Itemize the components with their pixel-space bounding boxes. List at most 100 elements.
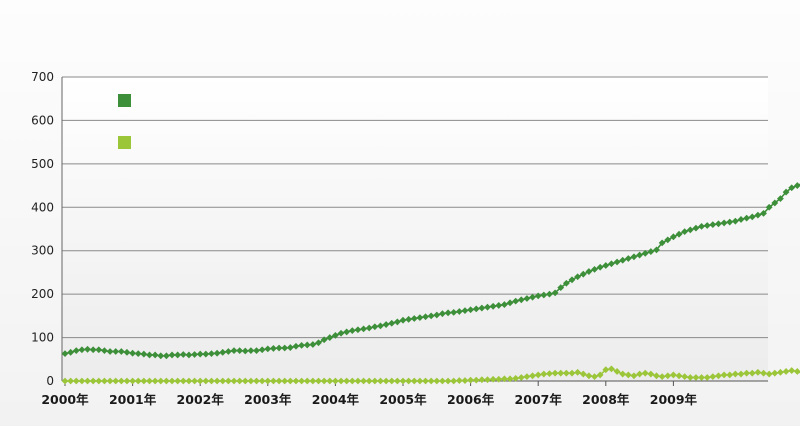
- data-point: [461, 377, 469, 384]
- data-point: [540, 370, 548, 378]
- data-point: [140, 350, 148, 358]
- data-point: [230, 377, 238, 385]
- plot-area: [62, 77, 768, 381]
- data-point: [377, 377, 384, 385]
- data-point: [777, 195, 784, 202]
- data-point: [636, 251, 643, 259]
- data-point: [444, 377, 452, 385]
- data-point: [546, 370, 553, 378]
- data-point: [146, 377, 153, 385]
- data-point: [399, 316, 407, 324]
- data-point: [478, 304, 486, 312]
- data-point: [202, 377, 210, 385]
- data-point: [720, 371, 728, 379]
- data-point: [439, 310, 446, 318]
- data-point: [422, 377, 429, 385]
- data-point: [196, 350, 204, 358]
- y-tick-label: 0: [46, 374, 54, 388]
- data-point: [664, 236, 672, 244]
- data-point: [163, 377, 170, 385]
- data-point: [309, 377, 317, 385]
- data-point: [174, 351, 182, 359]
- data-point: [675, 372, 683, 380]
- x-axis-ticks: 2000年 2001年 2002年 2003年 2004年 2005年 2006年 2007年…: [41, 381, 698, 407]
- data-point: [174, 377, 182, 385]
- data-point: [393, 318, 401, 326]
- data-point: [692, 374, 700, 381]
- data-point: [168, 351, 176, 359]
- data-point: [213, 377, 221, 385]
- data-point: [748, 369, 756, 377]
- data-point: [117, 377, 125, 385]
- data-point: [501, 375, 508, 383]
- data-point: [185, 351, 193, 359]
- data-point: [715, 220, 722, 228]
- data-point: [450, 377, 458, 385]
- data-point: [641, 249, 649, 257]
- data-point: [546, 290, 553, 298]
- data-point: [241, 347, 249, 355]
- data-point: [686, 374, 694, 381]
- data-point: [292, 342, 300, 350]
- data-point: [101, 347, 108, 354]
- data-point: [624, 371, 632, 379]
- data-point: [523, 373, 531, 381]
- x-tick-label: 2006年: [447, 392, 495, 407]
- data-point: [506, 299, 514, 307]
- data-point: [517, 374, 525, 381]
- data-point: [664, 372, 672, 380]
- data-point: [709, 373, 717, 381]
- data-point: [658, 373, 666, 381]
- y-tick-label: 200: [31, 287, 54, 301]
- y-axis-ticks: 0 100 200 300 400 500 600 700: [31, 70, 54, 388]
- data-point: [467, 376, 474, 384]
- data-point: [596, 371, 604, 379]
- data-point: [410, 315, 418, 322]
- data-point: [382, 321, 390, 328]
- data-point: [517, 296, 525, 304]
- y-tick-label: 400: [31, 200, 54, 214]
- data-point: [208, 350, 215, 358]
- data-point: [72, 377, 80, 385]
- data-point: [61, 350, 69, 358]
- data-point: [591, 373, 598, 381]
- data-point: [512, 297, 520, 305]
- data-point: [275, 344, 283, 352]
- data-point: [270, 377, 277, 385]
- data-point: [585, 372, 593, 380]
- data-point: [765, 203, 773, 211]
- data-point: [89, 377, 97, 385]
- data-point: [146, 351, 153, 359]
- data-point: [444, 309, 452, 317]
- data-point: [95, 377, 103, 385]
- data-point: [754, 368, 762, 376]
- data-point: [489, 302, 497, 310]
- data-point: [89, 346, 97, 354]
- data-point: [208, 377, 215, 385]
- data-point: [613, 258, 621, 266]
- data-point: [326, 377, 334, 385]
- x-tick-label: 2004年: [312, 392, 360, 407]
- data-point: [608, 260, 615, 268]
- data-point: [134, 377, 142, 385]
- data-point: [393, 377, 401, 385]
- data-point: [405, 377, 413, 385]
- data-point: [562, 279, 570, 287]
- data-point: [771, 199, 779, 207]
- data-point: [703, 374, 711, 381]
- data-point: [247, 347, 255, 354]
- data-point: [467, 306, 474, 314]
- data-point: [247, 377, 255, 385]
- data-point: [681, 373, 689, 381]
- data-point: [270, 345, 277, 352]
- data-point: [365, 324, 373, 332]
- data-point: [202, 350, 210, 358]
- data-point: [613, 368, 621, 375]
- data-point: [619, 256, 627, 264]
- data-point: [619, 370, 627, 378]
- data-point: [219, 377, 227, 385]
- y-tick-label: 100: [31, 331, 54, 345]
- data-point: [151, 351, 159, 359]
- data-point: [140, 377, 148, 385]
- x-tick-label: 2008年: [582, 392, 630, 407]
